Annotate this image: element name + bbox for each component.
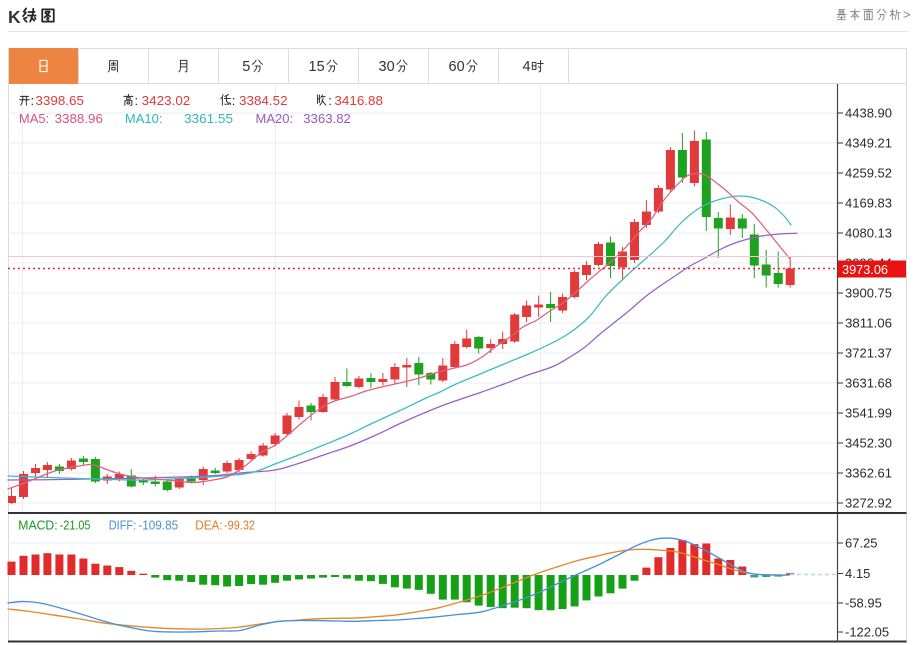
svg-text:DEA:: DEA: xyxy=(195,518,223,533)
svg-text:4080.13: 4080.13 xyxy=(845,226,892,241)
svg-text:K: K xyxy=(8,7,21,27)
svg-text:-21.05: -21.05 xyxy=(60,518,91,533)
svg-text:-58.95: -58.95 xyxy=(845,596,882,611)
svg-text:3363.82: 3363.82 xyxy=(303,111,351,126)
svg-text:3272.92: 3272.92 xyxy=(845,496,892,511)
svg-text:3361.55: 3361.55 xyxy=(184,111,233,126)
svg-text:4259.52: 4259.52 xyxy=(845,166,892,181)
svg-text:4: 4 xyxy=(523,59,531,75)
svg-text:3631.68: 3631.68 xyxy=(845,376,892,391)
svg-text:5: 5 xyxy=(242,59,250,75)
svg-text:3811.06: 3811.06 xyxy=(845,316,892,331)
svg-text:15: 15 xyxy=(309,59,325,75)
svg-text:>: > xyxy=(903,7,911,22)
svg-text:3362.61: 3362.61 xyxy=(845,466,892,481)
svg-text:-109.85: -109.85 xyxy=(138,518,178,533)
svg-text:4438.90: 4438.90 xyxy=(845,106,892,121)
svg-text:67.25: 67.25 xyxy=(845,536,878,551)
svg-text:3416.88: 3416.88 xyxy=(334,93,383,108)
svg-text:3452.30: 3452.30 xyxy=(845,436,892,451)
svg-text:3388.96: 3388.96 xyxy=(55,111,103,126)
svg-text:4.15: 4.15 xyxy=(845,566,870,581)
svg-text::: : xyxy=(31,93,35,108)
svg-text:3541.99: 3541.99 xyxy=(845,406,892,421)
svg-text:4169.83: 4169.83 xyxy=(845,196,892,211)
svg-text:3423.02: 3423.02 xyxy=(142,93,191,108)
svg-text:MA20:: MA20: xyxy=(256,111,294,126)
svg-text:DIFF:: DIFF: xyxy=(109,518,137,533)
svg-text:3398.65: 3398.65 xyxy=(35,93,84,108)
svg-text:-122.05: -122.05 xyxy=(845,625,889,640)
svg-text:3721.37: 3721.37 xyxy=(845,346,892,361)
svg-text:MACD:: MACD: xyxy=(18,518,57,533)
svg-text:3900.75: 3900.75 xyxy=(845,286,892,301)
svg-text:3384.52: 3384.52 xyxy=(239,93,288,108)
svg-text:3973.06: 3973.06 xyxy=(842,262,888,277)
svg-text::: : xyxy=(232,93,236,108)
svg-text:MA5:: MA5: xyxy=(19,111,49,126)
svg-text:4349.21: 4349.21 xyxy=(845,136,892,151)
svg-text:-99.32: -99.32 xyxy=(224,518,255,533)
svg-text:30: 30 xyxy=(379,59,395,75)
svg-text:60: 60 xyxy=(449,59,465,75)
svg-text::: : xyxy=(135,93,139,108)
svg-text:MA10:: MA10: xyxy=(125,111,163,126)
svg-text::: : xyxy=(328,93,332,108)
